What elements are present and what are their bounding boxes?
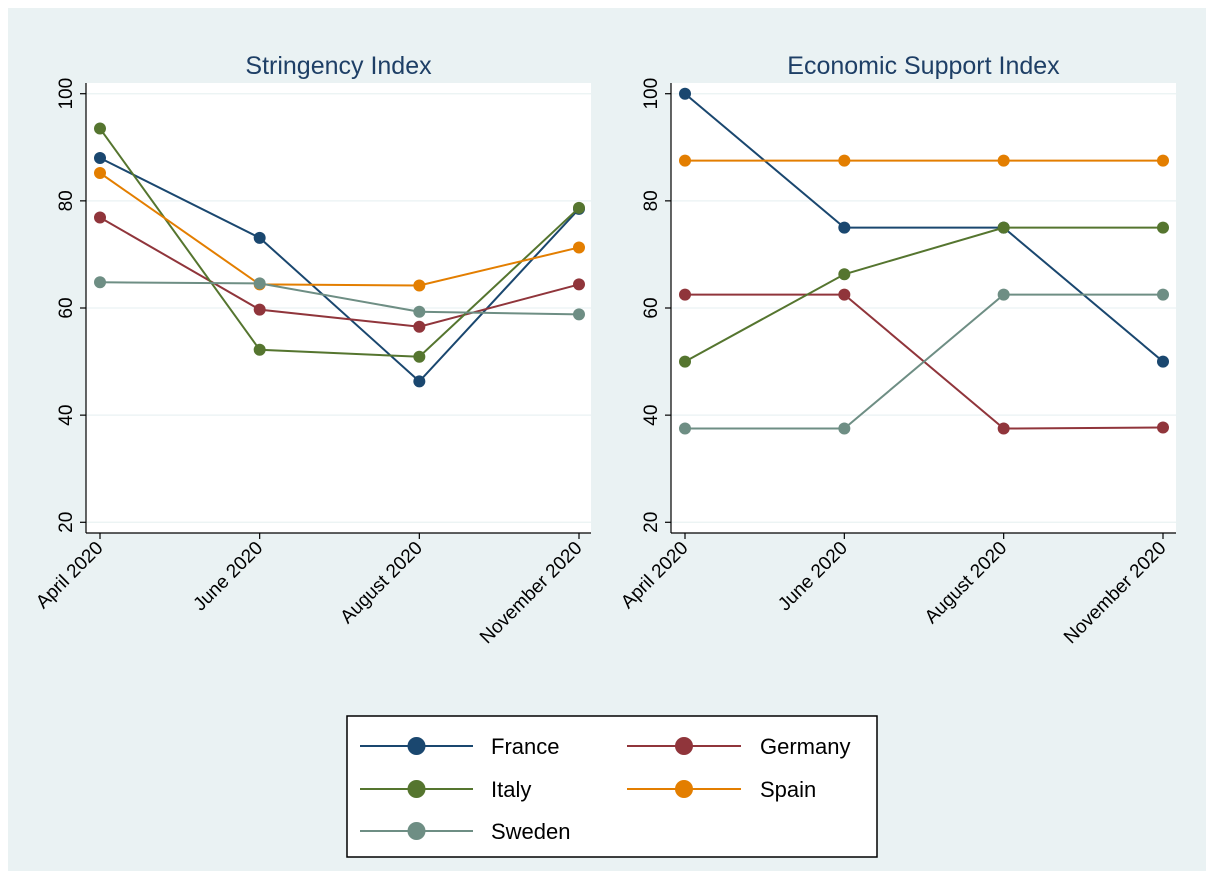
- stringency-point-germany: [94, 211, 106, 224]
- stringency-point-sweden: [94, 276, 106, 289]
- economic-support-point-germany: [838, 288, 851, 301]
- legend-label-spain: Spain: [760, 777, 816, 802]
- stringency-point-france: [94, 152, 106, 164]
- stringency-point-italy: [573, 201, 585, 214]
- legend-label-france: France: [491, 734, 559, 759]
- stringency-point-spain: [413, 279, 426, 292]
- economic-support-y-tick-label: 80: [641, 190, 662, 211]
- economic-support-point-italy: [838, 268, 851, 281]
- economic-support-series-line-italy: [684, 226, 1163, 363]
- economic-support-y-tick-label: 20: [641, 512, 662, 533]
- economic-support-y-tick-label: 100: [641, 78, 662, 110]
- economic-support-point-spain: [1157, 154, 1169, 167]
- economic-support-point-spain: [679, 154, 691, 167]
- stringency-series-line-italy: [99, 127, 580, 358]
- stringency-y-tick-label: 100: [56, 78, 77, 110]
- stringency-y-tick-label: 60: [56, 297, 77, 318]
- stringency-point-france: [413, 375, 426, 388]
- economic-support-point-sweden: [1157, 288, 1169, 301]
- stringency-point-france: [253, 231, 266, 244]
- legend-marker-spain: [675, 780, 693, 798]
- stringency-point-germany: [573, 278, 585, 291]
- economic-support-point-sweden: [997, 288, 1010, 301]
- stringency-point-sweden: [413, 305, 426, 318]
- stringency-y-tick-label: 20: [56, 512, 77, 533]
- stringency-point-italy: [94, 122, 106, 135]
- economic-support-point-spain: [838, 154, 851, 167]
- economic-support-point-germany: [679, 288, 691, 301]
- stringency-point-spain: [573, 241, 585, 254]
- economic-support-point-france: [838, 221, 851, 234]
- economic-support-y-tick-label: 60: [641, 297, 662, 318]
- stringency-series-line-france: [99, 157, 580, 383]
- economic-support-point-france: [679, 87, 691, 100]
- stringency-point-italy: [413, 350, 426, 363]
- stringency-y-tick-label: 80: [56, 190, 77, 211]
- economic-support-point-italy: [679, 355, 691, 368]
- legend-marker-italy: [407, 780, 426, 798]
- stringency-point-sweden: [573, 308, 585, 321]
- stringency-y-tick-label: 40: [56, 405, 77, 426]
- economic-support-point-italy: [997, 221, 1010, 234]
- legend-label-italy: Italy: [491, 777, 531, 802]
- stringency-point-germany: [413, 320, 426, 333]
- economic-support-series-line-sweden: [685, 293, 1163, 430]
- economic-support-point-italy: [1157, 221, 1169, 234]
- legend-marker-germany: [675, 737, 693, 755]
- economic-support-y-tick-label: 40: [641, 405, 662, 426]
- stringency-point-italy: [253, 343, 266, 356]
- stringency-point-germany: [253, 303, 266, 316]
- stringency-series-line-germany: [99, 216, 580, 328]
- economic-support-point-germany: [1157, 421, 1169, 434]
- legend-marker-france: [407, 737, 426, 755]
- legend-box: [346, 715, 878, 858]
- legend: France Germany Italy Spain Sweden: [346, 715, 878, 858]
- economic-support-point-spain: [997, 154, 1010, 167]
- economic-support-chart-title: Economic Support Index: [787, 52, 1060, 80]
- economic-support-point-france: [1157, 355, 1169, 368]
- economic-support-point-sweden: [838, 422, 851, 435]
- stringency-chart-title: Stringency Index: [245, 52, 432, 80]
- legend-label-sweden: Sweden: [491, 819, 571, 844]
- stringency-point-spain: [94, 167, 106, 179]
- stringency-series-line-sweden: [99, 281, 580, 316]
- legend-label-germany: Germany: [760, 734, 850, 759]
- legend-marker-sweden: [407, 822, 426, 840]
- stringency-series-line-spain: [99, 172, 580, 287]
- stringency-point-sweden: [253, 277, 266, 290]
- economic-support-point-germany: [997, 422, 1010, 435]
- economic-support-point-sweden: [679, 422, 691, 435]
